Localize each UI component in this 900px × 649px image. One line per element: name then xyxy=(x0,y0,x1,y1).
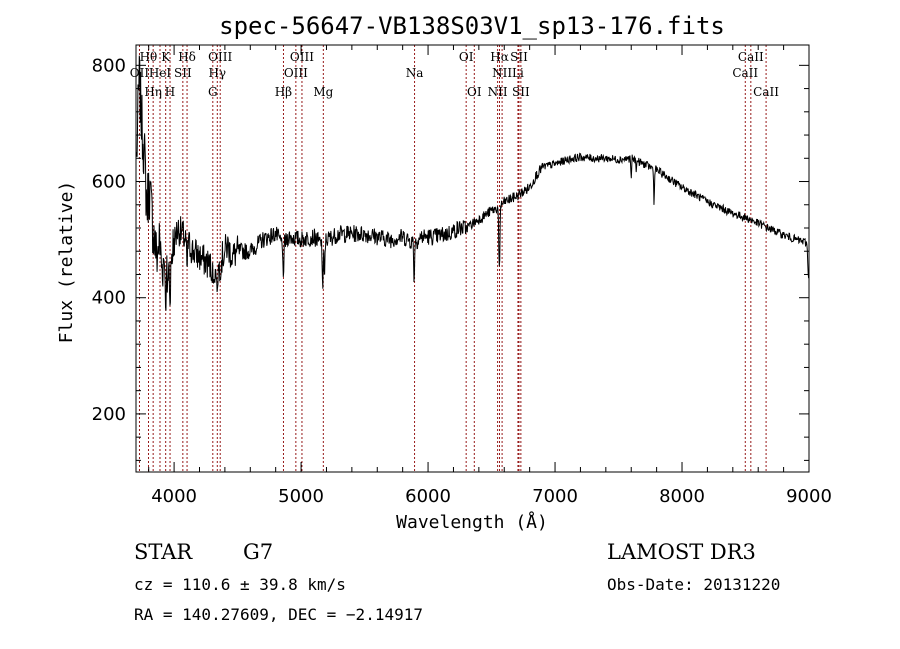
spectrum-line xyxy=(136,55,810,311)
x-tick-label: 7000 xyxy=(532,486,578,507)
line-label: G xyxy=(208,85,218,99)
line-label: Hγ xyxy=(208,66,226,80)
line-label: K xyxy=(161,50,171,64)
line-label: OI xyxy=(459,50,474,64)
line-label: OIII xyxy=(208,50,232,64)
line-label: SII xyxy=(510,50,528,64)
line-label: Na xyxy=(406,66,424,80)
line-label: Li xyxy=(512,66,524,80)
plot-frame xyxy=(135,44,810,473)
y-tick-label: 400 xyxy=(92,288,126,309)
line-label: HeI xyxy=(149,66,172,80)
line-label: H xyxy=(165,85,175,99)
y-tick-label: 200 xyxy=(92,404,126,425)
x-tick-label: 6000 xyxy=(405,486,451,507)
line-label: OIII xyxy=(290,50,314,64)
x-tick-label: 9000 xyxy=(786,486,832,507)
coordinates: RA = 140.27609, DEC = −2.14917 xyxy=(134,605,423,624)
line-label: SII xyxy=(174,66,192,80)
x-axis-title: Wavelength (Å) xyxy=(396,511,548,533)
x-tick-label: 5000 xyxy=(278,486,324,507)
line-label: Hα xyxy=(490,50,509,64)
survey-name: LAMOST DR3 xyxy=(607,540,756,564)
line-label: OIII xyxy=(284,66,308,80)
line-label: Hδ xyxy=(178,50,196,64)
object-class: STAR xyxy=(134,540,193,564)
y-axis-title: Flux (relative) xyxy=(56,181,77,344)
redshift-velocity: cz = 110.6 ± 39.8 km/s xyxy=(134,575,346,594)
line-label: NII xyxy=(488,85,508,99)
y-axis-ticks: 200 400 600 800 xyxy=(92,55,809,461)
y-tick-label: 800 xyxy=(92,55,126,76)
observation-date: Obs-Date: 20131220 xyxy=(607,575,780,594)
line-label: Hβ xyxy=(275,85,292,99)
x-tick-label: 4000 xyxy=(151,486,197,507)
y-tick-label: 600 xyxy=(92,172,126,193)
line-label: CaII xyxy=(753,85,779,99)
x-axis-ticks: 4000 5000 6000 7000 8000 9000 xyxy=(148,45,832,507)
x-tick-label: 8000 xyxy=(659,486,705,507)
line-label: CaII xyxy=(732,66,758,80)
emission-line-labels: OIIHθHηHeIKHSIIHδGHγOIIIHβOIIIOIIIMgNaOI… xyxy=(130,50,779,99)
line-label: Mg xyxy=(313,85,333,99)
line-label: OI xyxy=(467,85,482,99)
line-label: NII xyxy=(492,66,512,80)
object-subclass: G7 xyxy=(243,540,273,564)
line-label: Hη xyxy=(144,85,162,99)
line-label: Hθ xyxy=(140,50,158,64)
chart-title: spec-56647-VB138S03V1_sp13-176.fits xyxy=(219,12,725,40)
line-label: SII xyxy=(512,85,530,99)
line-label: CaII xyxy=(738,50,764,64)
